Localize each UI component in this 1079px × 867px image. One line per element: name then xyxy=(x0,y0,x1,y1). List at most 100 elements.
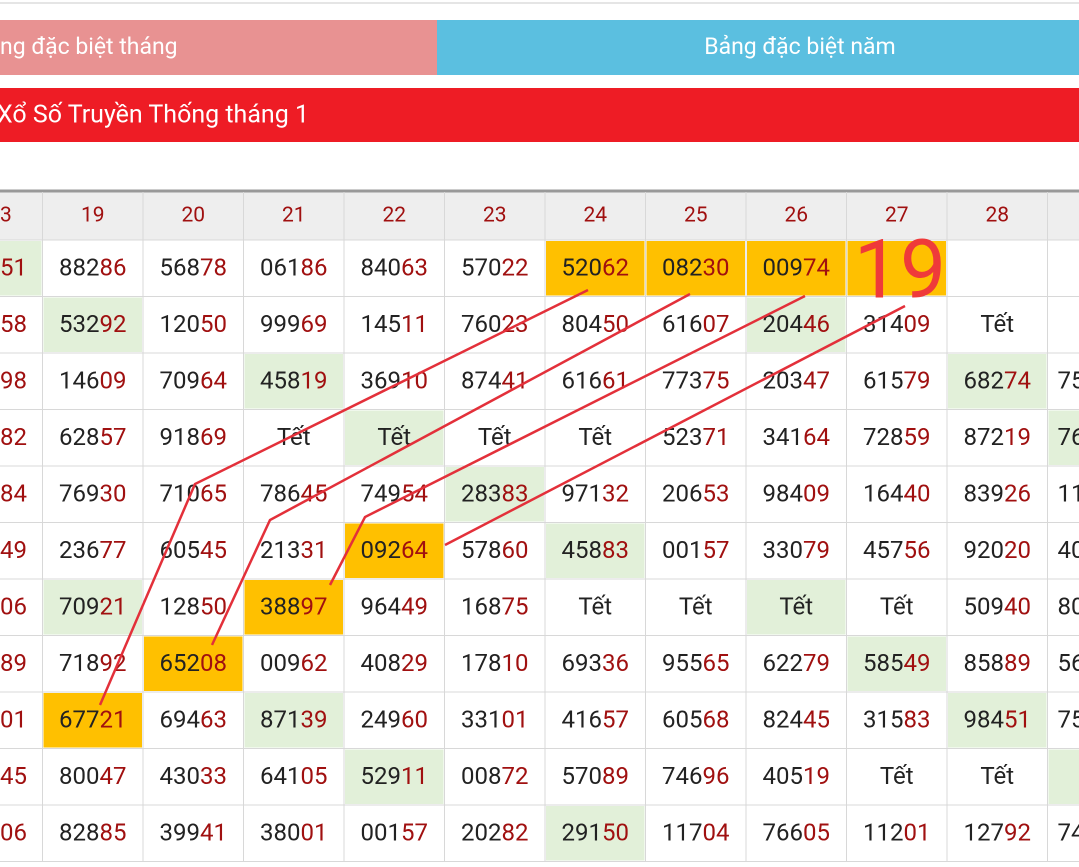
cell-number: 56 xyxy=(1058,649,1079,677)
cell-number: 11201 xyxy=(863,819,930,847)
trend-line xyxy=(210,292,691,646)
cell-number: 64105 xyxy=(260,762,327,790)
cell-number: 39941 xyxy=(160,819,227,847)
column-header: 24 xyxy=(583,204,607,228)
cell-number: 84063 xyxy=(361,254,428,282)
cell-highlight xyxy=(546,241,645,296)
column-header: 20 xyxy=(181,204,205,228)
cell-number: 00962 xyxy=(260,649,327,677)
cell-number: 57089 xyxy=(562,762,629,790)
cell-number: Tết xyxy=(880,762,914,790)
cell-highlight xyxy=(847,636,946,691)
cell-number: 43033 xyxy=(160,762,227,790)
cell-highlight xyxy=(43,693,142,748)
cell-number: 97132 xyxy=(562,480,629,508)
cell-number: 20347 xyxy=(763,367,830,395)
cell-number: 65208 xyxy=(160,649,227,677)
cell-number: 58549 xyxy=(863,649,930,677)
cell-number: 74 xyxy=(1058,819,1079,847)
cell-number: 09264 xyxy=(361,536,428,564)
cell-highlight xyxy=(345,523,444,578)
cell-number: 58 xyxy=(0,310,27,338)
tab-label[interactable]: Bảng đặc biệt năm xyxy=(704,33,895,60)
cell-number: 76930 xyxy=(59,480,126,508)
cell-number: 38001 xyxy=(260,819,327,847)
cell-number: 84 xyxy=(0,480,27,508)
cell-highlight xyxy=(43,580,142,635)
cell-number: 28383 xyxy=(461,480,528,508)
cell-highlight xyxy=(445,467,544,522)
column-header: 21 xyxy=(282,204,306,228)
cell-highlight xyxy=(847,241,946,296)
cell-number: Tết xyxy=(779,593,813,621)
cell-number: 08230 xyxy=(662,254,729,282)
column-header: 23 xyxy=(483,204,507,228)
cell-number: 75 xyxy=(1058,367,1079,395)
cell-number: 41657 xyxy=(562,706,629,734)
cell-highlight xyxy=(144,636,243,691)
cell-highlight xyxy=(1048,410,1079,465)
tab-label[interactable]: ng đặc biệt tháng xyxy=(0,33,178,60)
cell-number: 70964 xyxy=(160,367,227,395)
cell-number: 06186 xyxy=(260,254,327,282)
cell-number: 34164 xyxy=(763,423,830,451)
cell-number: 87219 xyxy=(964,423,1031,451)
cell-number: 23677 xyxy=(59,536,126,564)
monthly-tab[interactable] xyxy=(0,20,437,75)
cell-number: Tết xyxy=(578,593,612,621)
cell-number: 76 xyxy=(1058,423,1079,451)
cell-number: 45756 xyxy=(863,536,930,564)
cell-number: 38897 xyxy=(260,593,327,621)
yearly-tab[interactable] xyxy=(437,20,1079,75)
cell-number: 40 xyxy=(1058,536,1079,564)
cell-number: 87441 xyxy=(461,367,528,395)
cell-number: 82445 xyxy=(763,706,830,734)
cell-number: 14609 xyxy=(59,367,126,395)
cell-number: 17810 xyxy=(461,649,528,677)
cell-number: 14511 xyxy=(361,310,428,338)
column-header: 3 xyxy=(0,204,12,228)
cell-number: 82 xyxy=(0,423,27,451)
cell-number: 01 xyxy=(0,706,27,734)
cell-highlight xyxy=(546,523,645,578)
cell-number: 45883 xyxy=(562,536,629,564)
cell-number: 95565 xyxy=(662,649,729,677)
cell-number: 21331 xyxy=(260,536,327,564)
cell-number: 61579 xyxy=(863,367,930,395)
cell-number: 29150 xyxy=(562,819,629,847)
cell-number: 00872 xyxy=(461,762,528,790)
cell-number: 62857 xyxy=(59,423,126,451)
cell-highlight xyxy=(43,297,142,352)
cell-number: 98451 xyxy=(964,706,1031,734)
trend-line xyxy=(328,294,806,586)
cell-number: 74954 xyxy=(361,480,428,508)
banner xyxy=(0,88,1079,142)
cell-number: 49 xyxy=(0,536,27,564)
cell-number: 98409 xyxy=(763,480,830,508)
cell-number: 45819 xyxy=(260,367,327,395)
cell-highlight xyxy=(948,693,1047,748)
cell-number: 52911 xyxy=(361,762,428,790)
cell-highlight xyxy=(747,297,846,352)
cell-highlight xyxy=(244,354,343,409)
cell-highlight xyxy=(1048,749,1079,804)
cell-number: Tết xyxy=(980,762,1014,790)
cell-number: 31583 xyxy=(863,706,930,734)
cell-number: 68274 xyxy=(964,367,1031,395)
cell-number: 12850 xyxy=(160,593,227,621)
cell-number: 51 xyxy=(0,254,27,282)
cell-number: 77375 xyxy=(662,367,729,395)
cell-number: Tết xyxy=(578,423,612,451)
cell-number: 33079 xyxy=(763,536,830,564)
cell-number: 78645 xyxy=(260,480,327,508)
cell-number: 12792 xyxy=(964,819,1031,847)
banner-title: Xổ Số Truyền Thống tháng 1 xyxy=(0,101,309,130)
cell-number: 62279 xyxy=(763,649,830,677)
cell-number: 80 xyxy=(1058,593,1079,621)
cell-highlight xyxy=(345,749,444,804)
cell-number: 87139 xyxy=(260,706,327,734)
cell-number: 40829 xyxy=(361,649,428,677)
cell-highlight xyxy=(244,580,343,635)
cell-number: 76605 xyxy=(763,819,830,847)
